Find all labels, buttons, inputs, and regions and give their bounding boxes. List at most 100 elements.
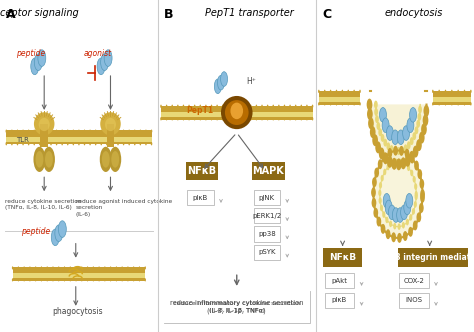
FancyBboxPatch shape bbox=[399, 293, 428, 308]
Bar bbox=[40, 124, 48, 147]
Circle shape bbox=[106, 129, 108, 133]
Circle shape bbox=[410, 170, 413, 176]
FancyBboxPatch shape bbox=[186, 162, 219, 180]
Circle shape bbox=[45, 151, 53, 168]
Circle shape bbox=[128, 129, 130, 133]
Circle shape bbox=[324, 90, 326, 93]
Circle shape bbox=[255, 105, 257, 108]
Circle shape bbox=[382, 211, 385, 218]
Circle shape bbox=[398, 223, 401, 230]
Text: C: C bbox=[322, 8, 331, 21]
Circle shape bbox=[67, 129, 69, 133]
Circle shape bbox=[172, 117, 173, 121]
Circle shape bbox=[388, 148, 392, 158]
Circle shape bbox=[407, 164, 410, 171]
Circle shape bbox=[134, 129, 136, 133]
Circle shape bbox=[250, 105, 252, 108]
Circle shape bbox=[330, 90, 331, 93]
Circle shape bbox=[388, 205, 395, 220]
Circle shape bbox=[367, 99, 373, 111]
Circle shape bbox=[397, 147, 401, 155]
Circle shape bbox=[385, 216, 389, 223]
Circle shape bbox=[127, 278, 128, 282]
Circle shape bbox=[139, 142, 141, 145]
Circle shape bbox=[11, 129, 13, 133]
Text: pJNK: pJNK bbox=[259, 195, 275, 201]
Circle shape bbox=[406, 194, 413, 208]
Circle shape bbox=[390, 145, 393, 153]
Circle shape bbox=[58, 278, 60, 282]
Bar bbox=[433, 91, 471, 105]
Circle shape bbox=[160, 117, 162, 121]
Text: iNOS: iNOS bbox=[405, 297, 422, 303]
Circle shape bbox=[182, 105, 184, 108]
Circle shape bbox=[22, 129, 24, 133]
Circle shape bbox=[464, 102, 465, 106]
Text: peptide: peptide bbox=[20, 227, 50, 236]
Circle shape bbox=[405, 149, 410, 159]
Circle shape bbox=[117, 142, 119, 145]
Text: PepT1 transporter: PepT1 transporter bbox=[205, 8, 294, 18]
Circle shape bbox=[73, 129, 74, 133]
Circle shape bbox=[70, 278, 71, 282]
Circle shape bbox=[117, 129, 119, 133]
Circle shape bbox=[56, 142, 57, 145]
Circle shape bbox=[386, 164, 390, 170]
Text: MAPK: MAPK bbox=[253, 166, 284, 176]
Circle shape bbox=[250, 117, 252, 121]
Circle shape bbox=[289, 117, 291, 121]
Circle shape bbox=[379, 182, 382, 189]
Circle shape bbox=[73, 142, 74, 145]
Circle shape bbox=[324, 102, 326, 106]
Circle shape bbox=[378, 128, 382, 136]
FancyBboxPatch shape bbox=[164, 291, 310, 323]
Text: agonist: agonist bbox=[83, 49, 112, 58]
Circle shape bbox=[245, 117, 246, 121]
Circle shape bbox=[239, 105, 240, 108]
Circle shape bbox=[139, 129, 141, 133]
Bar bbox=[319, 102, 360, 105]
Circle shape bbox=[45, 142, 46, 145]
Circle shape bbox=[205, 105, 207, 108]
Circle shape bbox=[397, 233, 402, 243]
FancyBboxPatch shape bbox=[323, 248, 362, 267]
Circle shape bbox=[403, 231, 408, 241]
Circle shape bbox=[409, 151, 415, 163]
Circle shape bbox=[61, 142, 63, 145]
Circle shape bbox=[371, 188, 376, 198]
Circle shape bbox=[39, 129, 41, 133]
Circle shape bbox=[6, 142, 7, 145]
Circle shape bbox=[451, 102, 453, 106]
Circle shape bbox=[18, 266, 19, 270]
Bar bbox=[13, 278, 145, 281]
Bar bbox=[6, 130, 152, 144]
Circle shape bbox=[312, 117, 313, 121]
Circle shape bbox=[416, 139, 422, 151]
Circle shape bbox=[97, 58, 105, 75]
Circle shape bbox=[106, 142, 108, 145]
Circle shape bbox=[397, 130, 404, 144]
Circle shape bbox=[396, 158, 401, 170]
Circle shape bbox=[405, 155, 410, 167]
Circle shape bbox=[23, 266, 25, 270]
Circle shape bbox=[133, 266, 135, 270]
Bar bbox=[319, 91, 360, 105]
Ellipse shape bbox=[34, 112, 55, 135]
Text: H⁺: H⁺ bbox=[246, 77, 256, 86]
Circle shape bbox=[182, 117, 184, 121]
Circle shape bbox=[216, 117, 218, 121]
Circle shape bbox=[58, 266, 60, 270]
Circle shape bbox=[45, 129, 46, 133]
Circle shape bbox=[385, 200, 392, 215]
Circle shape bbox=[393, 223, 396, 229]
Circle shape bbox=[283, 117, 285, 121]
Circle shape bbox=[400, 146, 404, 154]
Text: COX-2: COX-2 bbox=[403, 278, 424, 284]
Circle shape bbox=[438, 102, 440, 106]
Circle shape bbox=[100, 54, 109, 71]
Circle shape bbox=[387, 156, 392, 168]
Text: A: A bbox=[6, 8, 16, 21]
Circle shape bbox=[216, 105, 218, 108]
Circle shape bbox=[98, 278, 100, 282]
Circle shape bbox=[50, 142, 52, 145]
